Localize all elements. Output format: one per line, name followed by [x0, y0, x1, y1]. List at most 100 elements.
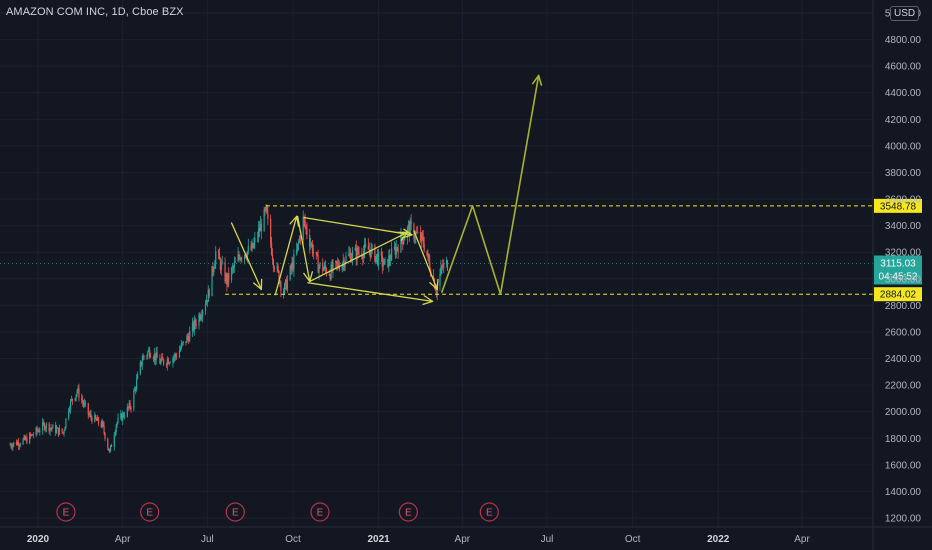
- candle-body: [23, 436, 25, 440]
- earnings-event-label: E: [232, 508, 239, 519]
- earnings-event-marker[interactable]: [140, 502, 160, 522]
- annotation-arrow[interactable]: [296, 215, 311, 283]
- earnings-event-marker[interactable]: [225, 502, 245, 522]
- y-tick-label: 2400.00: [885, 354, 922, 365]
- candle-body: [202, 310, 204, 317]
- candle-body: [68, 410, 70, 419]
- candle-body: [384, 259, 386, 260]
- candle-body: [409, 221, 411, 235]
- candle-body: [148, 349, 150, 352]
- candle-body: [318, 266, 320, 273]
- candle-body: [188, 337, 190, 342]
- candle-body: [368, 249, 370, 251]
- candle-body: [290, 266, 292, 270]
- candle-body: [165, 364, 168, 366]
- candle-body: [168, 362, 170, 364]
- candle-body: [10, 444, 12, 447]
- candle-body: [13, 442, 15, 445]
- annotation-arrow-head[interactable]: [289, 215, 300, 227]
- annotation-arrow[interactable]: [309, 231, 409, 283]
- y-tick-label: 4800.00: [885, 35, 922, 46]
- candle-body: [323, 268, 325, 272]
- projection-arrow[interactable]: [441, 74, 540, 296]
- candle-body: [217, 251, 220, 253]
- candle-body: [48, 423, 50, 432]
- projection-arrow-head[interactable]: [532, 74, 543, 86]
- x-tick-label: 2020: [27, 534, 50, 545]
- candle-body: [296, 249, 298, 255]
- candle-body: [443, 263, 445, 268]
- candle-body: [97, 417, 100, 424]
- candle-body: [434, 288, 436, 291]
- candle-body: [128, 402, 130, 408]
- earnings-event-label: E: [63, 508, 70, 519]
- annotation-arrow-head[interactable]: [401, 228, 413, 239]
- candle-body: [388, 255, 390, 267]
- candle-body: [356, 247, 358, 260]
- candle-body: [109, 450, 111, 452]
- candle-body: [348, 253, 350, 256]
- annotation-arrow[interactable]: [230, 222, 262, 291]
- candle-body: [304, 220, 306, 226]
- last-price-tag[interactable]: [874, 255, 922, 285]
- candle-body: [134, 388, 136, 391]
- candle-body: [147, 351, 149, 356]
- drawings[interactable]: [230, 74, 543, 306]
- candle-body: [96, 418, 98, 421]
- annotation-arrow[interactable]: [307, 282, 434, 303]
- symbol-title[interactable]: AMAZON COM INC, 1D, Cboe BZX: [6, 6, 184, 18]
- candle-body: [32, 434, 34, 436]
- candle-body: [297, 241, 300, 244]
- annotation-arrow-head[interactable]: [422, 295, 434, 306]
- candle-body: [117, 417, 119, 423]
- candle-body: [195, 324, 197, 326]
- candle-body: [423, 243, 425, 251]
- candle-body: [279, 281, 281, 283]
- candle-body: [107, 439, 109, 448]
- annotation-arrow[interactable]: [413, 230, 438, 291]
- x-tick-label: Apr: [794, 534, 810, 545]
- candle-body: [312, 251, 315, 254]
- resistance-price-label: 3548.78: [880, 201, 917, 212]
- candle-body: [45, 423, 47, 428]
- earnings-event-marker[interactable]: [56, 502, 76, 522]
- candle-body: [39, 430, 41, 432]
- candle-body: [159, 357, 161, 364]
- annotation-arrow[interactable]: [274, 215, 298, 296]
- candle-body: [243, 255, 246, 260]
- support-price-tag[interactable]: [874, 287, 922, 302]
- candle-body: [102, 421, 104, 426]
- candle-body: [260, 223, 262, 232]
- candle-body: [270, 218, 272, 243]
- earnings-event-marker[interactable]: [310, 502, 330, 522]
- candle-body: [310, 244, 312, 247]
- candle-body: [63, 430, 65, 434]
- candle-body: [61, 428, 63, 433]
- annotation-arrow-head[interactable]: [429, 278, 439, 291]
- candle-body: [337, 262, 339, 264]
- earnings-event-marker[interactable]: [479, 502, 499, 522]
- annotation-arrow-head[interactable]: [253, 278, 263, 291]
- candle-body: [42, 422, 44, 431]
- horizontal-levels[interactable]: 3548.78 2884.02 3115.03 04:45:52: [0, 198, 922, 302]
- candle-body: [207, 289, 209, 302]
- earnings-event-marker[interactable]: [398, 502, 418, 522]
- y-tick-label: 1400.00: [885, 487, 922, 498]
- annotation-arrow[interactable]: [303, 217, 413, 236]
- candle-body: [194, 319, 196, 325]
- candle-body: [133, 390, 135, 409]
- currency-badge[interactable]: USD: [890, 6, 920, 21]
- candle-body: [341, 263, 343, 270]
- candle-body: [225, 274, 227, 282]
- candle-body: [38, 430, 40, 432]
- candle-body: [441, 265, 443, 267]
- candle-body: [146, 355, 148, 357]
- y-tick-label: 3000.00: [885, 274, 922, 285]
- candle-body: [410, 221, 412, 225]
- candle-body: [254, 237, 256, 243]
- y-tick-label: 2800.00: [885, 301, 922, 312]
- resistance-price-tag[interactable]: [874, 198, 922, 213]
